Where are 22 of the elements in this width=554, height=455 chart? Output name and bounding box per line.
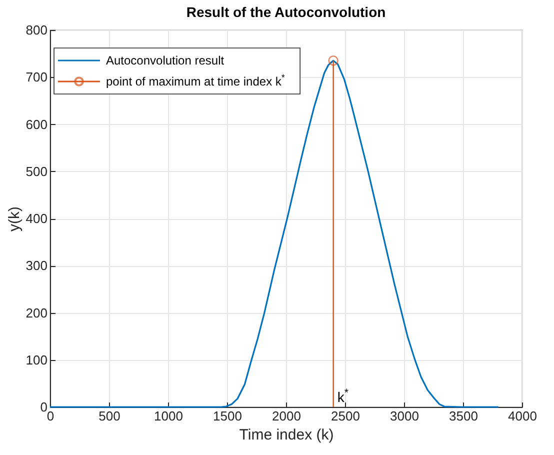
y-axis-title: y(k): [6, 206, 23, 232]
x-tick-label: 1500: [213, 408, 242, 424]
annotation: k$^{*}$: [337, 387, 348, 405]
x-tick-label: 2500: [331, 408, 360, 424]
y-tick-label: 400: [26, 211, 48, 226]
x-axis-title: Time index (k): [239, 426, 334, 444]
chart-title: Result of the Autoconvolution: [186, 4, 386, 20]
x-tick-label: 500: [98, 408, 120, 424]
x-tick-label: 4000: [508, 408, 537, 424]
y-tick-label: 500: [26, 164, 48, 179]
x-tick-label: 1000: [154, 408, 183, 424]
legend-label: Autoconvolution result: [106, 54, 225, 68]
x-tick-label: 2000: [272, 408, 301, 424]
y-tick-label: 100: [26, 352, 48, 368]
x-tick-label: 3500: [449, 408, 478, 424]
x-tick-label: 3000: [390, 408, 419, 424]
y-tick-label: 200: [26, 305, 48, 320]
y-tick-label: 300: [26, 258, 48, 274]
y-tick-label: 800: [26, 22, 48, 38]
y-tick-label: 700: [26, 70, 48, 85]
y-tick-label: 600: [26, 116, 48, 132]
legend-label: point of maximum at time index k$^{*}$: [106, 72, 286, 88]
